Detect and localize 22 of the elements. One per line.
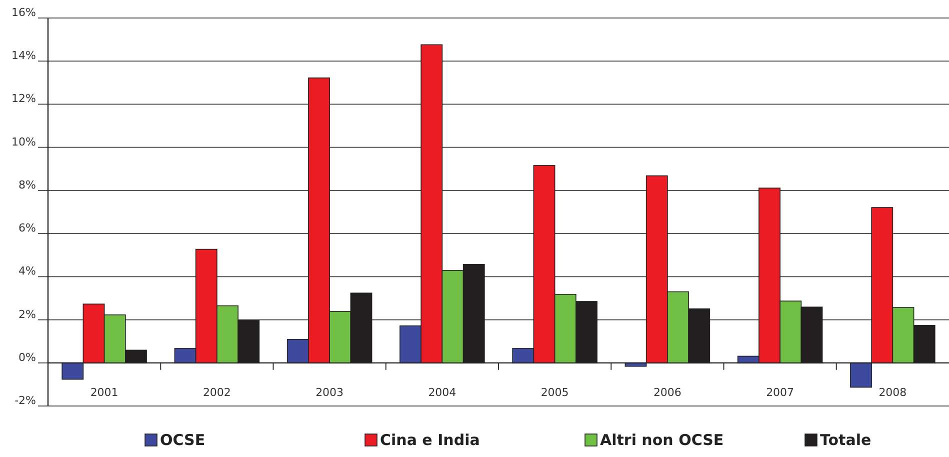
y-tick-label: 2%	[18, 308, 36, 321]
legend-label: Totale	[820, 431, 872, 449]
legend-label: Altri non OCSE	[600, 431, 724, 449]
x-tick-label: 2003	[316, 386, 344, 399]
x-tick-label: 2006	[653, 386, 682, 399]
x-tick-label: 2005	[540, 386, 569, 399]
y-tick-label: 10%	[12, 135, 36, 148]
y-tick-label: 14%	[12, 49, 36, 62]
y-tick-label: 16%	[12, 6, 36, 19]
x-tick-label: 2004	[428, 386, 456, 399]
legend-label: Cina e India	[380, 431, 480, 449]
y-tick-label: 12%	[12, 92, 36, 106]
x-tick-label: 2007	[766, 386, 794, 399]
x-tick-label: 2002	[202, 386, 231, 399]
y-tick-label: 4%	[18, 264, 36, 278]
legend-label: OCSE	[160, 431, 206, 449]
y-tick-label: -2%	[14, 394, 36, 407]
y-tick-label: 6%	[18, 222, 36, 235]
x-tick-label: 2008	[878, 386, 907, 399]
x-tick-label: 2001	[90, 386, 118, 399]
y-tick-label: 8%	[18, 178, 36, 192]
y-tick-label: 0%	[18, 350, 36, 364]
